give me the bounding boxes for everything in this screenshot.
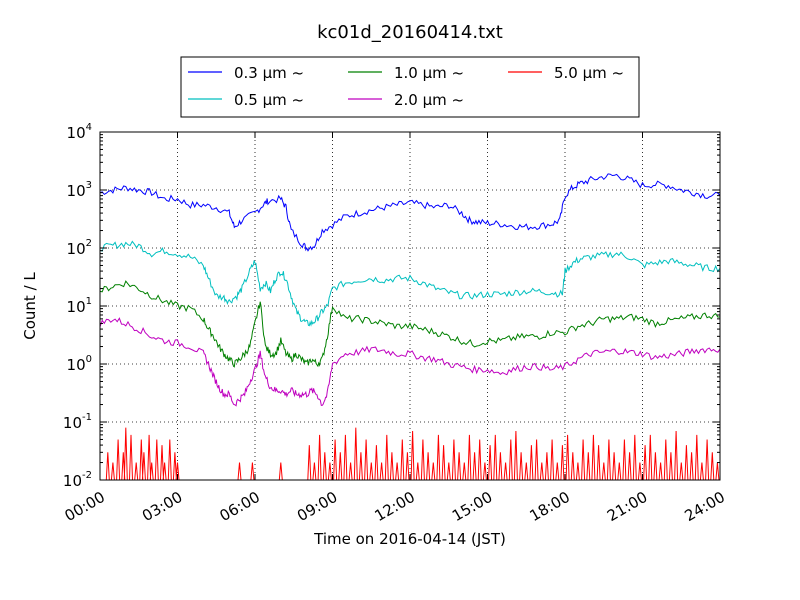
y-tick-label-exponent: 1	[86, 296, 92, 307]
y-tick-label: 101	[67, 296, 92, 316]
series-line-1	[99, 240, 721, 327]
y-tick-label-exponent: -1	[82, 412, 92, 423]
chart-legend: 0.3 μm ~ 0.5 μm ~ 1.0 μm ~ 2.0 μm ~ 5.0 μm ~	[180, 56, 640, 118]
x-tick-label: 24:00	[682, 488, 728, 525]
chart-title: kc01d_20160414.txt	[317, 22, 503, 43]
x-tick-label: 03:00	[139, 488, 185, 525]
series-line-0	[99, 173, 721, 252]
series-layer	[99, 173, 721, 481]
y-tick-label-exponent: 4	[86, 122, 92, 133]
x-tick-label: 12:00	[372, 488, 418, 525]
series-line-2	[99, 280, 721, 368]
y-tick-label-base: 10	[63, 472, 82, 490]
y-tick-label-exponent: 0	[86, 354, 92, 365]
y-tick-label-base: 10	[67, 240, 86, 258]
y-tick-label-base: 10	[67, 182, 86, 200]
y-tick-label-exponent: -2	[82, 470, 92, 481]
x-tick-label: 21:00	[604, 488, 650, 525]
legend-box	[180, 56, 640, 118]
y-tick-label: 104	[67, 122, 92, 142]
y-tick-label: 103	[67, 180, 92, 200]
x-axis-tick-labels: 00:00 03:00 06:00 09:00 12:00 15:00 18:00 21:00…	[62, 488, 728, 525]
y-tick-label-base: 10	[67, 356, 86, 374]
x-tick-label: 15:00	[449, 488, 495, 525]
y-tick-label-base: 10	[67, 124, 86, 142]
x-tick-label: 18:00	[527, 488, 573, 525]
series-line-4	[105, 427, 720, 481]
x-tick-label: 06:00	[217, 488, 263, 525]
x-tick-label: 09:00	[294, 488, 340, 525]
legend-label: 0.3 μm ~	[234, 64, 304, 82]
series-line-3	[99, 317, 721, 407]
grid-lines	[100, 132, 720, 480]
legend-label: 0.5 μm ~	[234, 91, 304, 109]
legend-label: 2.0 μm ~	[394, 91, 464, 109]
y-tick-label-exponent: 2	[86, 238, 92, 249]
y-tick-label-base: 10	[67, 298, 86, 316]
y-tick-label: 102	[67, 238, 92, 258]
y-tick-label: 100	[67, 354, 92, 374]
x-axis-label: Time on 2016-04-14 (JST)	[313, 530, 506, 548]
legend-label: 5.0 μm ~	[554, 64, 624, 82]
y-tick-label: 10-2	[63, 470, 92, 490]
x-tick-label: 00:00	[62, 488, 108, 525]
y-axis-label: Count / L	[21, 272, 39, 340]
legend-label: 1.0 μm ~	[394, 64, 464, 82]
y-tick-label-base: 10	[63, 414, 82, 432]
y-tick-label-exponent: 3	[86, 180, 92, 191]
y-tick-label: 10-1	[63, 412, 92, 432]
axis-ticks	[99, 131, 721, 481]
